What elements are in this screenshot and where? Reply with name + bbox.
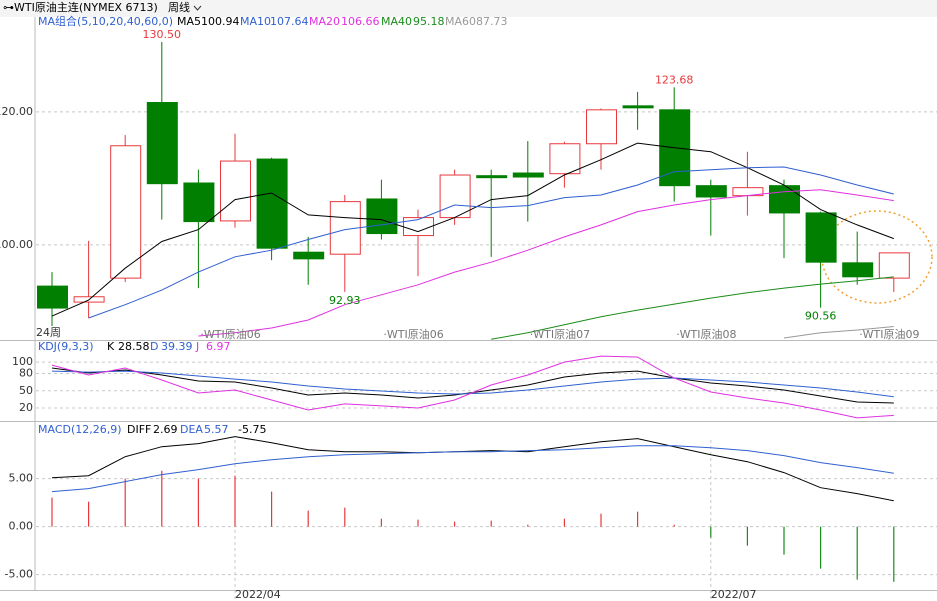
legend-value: 100.94 xyxy=(201,15,240,28)
candle-body xyxy=(622,105,654,109)
candle-body xyxy=(695,185,727,198)
candle-body xyxy=(769,185,800,214)
legend-value: 107.64 xyxy=(270,15,309,28)
contract-marker: ·WTI原油08 xyxy=(676,327,736,341)
y-tick-label: 80 xyxy=(19,367,33,380)
y-tick-label: 50 xyxy=(19,384,33,397)
candle-body xyxy=(110,145,142,279)
panel-title: KDJ(9,3,3) xyxy=(38,340,94,353)
candle-body xyxy=(146,102,178,185)
legend-name: J xyxy=(195,340,199,353)
contract-marker: ·WTI原油06 xyxy=(200,327,260,341)
highlight-circle xyxy=(821,210,933,304)
legend-name: MA5 xyxy=(177,15,201,28)
indicator-line xyxy=(51,370,894,398)
candle-body xyxy=(403,217,434,237)
candle-body xyxy=(37,285,68,309)
candle-body xyxy=(549,143,581,175)
candle-body xyxy=(293,251,325,260)
contract-title[interactable]: WTI原油主连(NYMEX 6713) xyxy=(14,0,158,14)
low-label: 92.93 xyxy=(329,294,361,307)
candle-body xyxy=(805,212,837,263)
legend-value: 87.73 xyxy=(476,15,508,28)
indicator-line xyxy=(51,436,894,502)
period-note: 24周 xyxy=(36,326,61,339)
legend-value: 5.57 xyxy=(204,423,229,436)
legend-value: 106.66 xyxy=(341,15,380,28)
contract-marker: ·WTI原油07 xyxy=(530,327,590,341)
panel-title: MA组合(5,10,20,40,60,0) xyxy=(38,14,173,28)
y-tick-label: 120.00 xyxy=(0,105,33,118)
x-tick-label: 2022/07 xyxy=(711,588,757,601)
legend-value: 39.39 xyxy=(161,340,193,353)
indicator-line xyxy=(198,189,894,337)
legend-name: D xyxy=(150,340,158,353)
candle-body xyxy=(183,182,215,223)
x-tick-label: 2022/04 xyxy=(235,588,281,601)
candle-body xyxy=(878,252,910,279)
legend-name: MA10 xyxy=(240,15,271,28)
legend-name: MA20 xyxy=(309,15,340,28)
y-tick-label: 20 xyxy=(19,401,33,414)
legend-name: MA60 xyxy=(445,15,476,28)
y-tick-label: 100.00 xyxy=(0,238,33,251)
indicator-line xyxy=(491,276,894,340)
indicator-line xyxy=(51,142,894,317)
legend-name: DIFF xyxy=(127,423,151,436)
y-tick-label: 0.00 xyxy=(9,520,34,533)
high-label: 123.68 xyxy=(655,73,694,86)
legend-name: DEA xyxy=(180,423,203,436)
contract-marker: ·WTI原油06 xyxy=(383,327,443,341)
candle-body xyxy=(220,160,251,222)
indicator-line xyxy=(88,166,894,319)
y-tick-label: 5.00 xyxy=(9,472,34,485)
indicator-line xyxy=(51,445,894,493)
candle-body xyxy=(439,174,471,219)
legend-value: 6.97 xyxy=(206,340,231,353)
candle-body xyxy=(366,198,398,235)
indicator-line xyxy=(51,355,894,419)
y-tick-label: -5.00 xyxy=(5,568,33,581)
contract-marker: ·WTI原油09 xyxy=(859,327,919,341)
link-icon: ⊶ xyxy=(3,1,14,14)
period-chevron[interactable] xyxy=(193,5,202,11)
indicator-line xyxy=(783,326,894,339)
legend-value: 95.18 xyxy=(413,15,445,28)
candle-body xyxy=(256,158,288,249)
period-select[interactable]: 周线 xyxy=(168,0,190,14)
legend-name: K xyxy=(107,340,115,353)
legend-value: 28.58 xyxy=(118,340,150,353)
candle-body xyxy=(476,175,508,179)
candle-body xyxy=(842,262,874,278)
panel-title: MACD(12,26,9) xyxy=(38,423,122,436)
candle-body xyxy=(512,172,544,178)
top-bar xyxy=(0,0,937,17)
legend-value: -5.75 xyxy=(238,423,266,436)
legend-name: MA40 xyxy=(381,15,412,28)
low-label: 90.56 xyxy=(805,310,837,323)
high-label: 130.50 xyxy=(143,28,182,41)
legend-value: 2.69 xyxy=(153,423,178,436)
candle-body xyxy=(586,109,617,145)
y-tick-label: 100 xyxy=(12,355,33,368)
